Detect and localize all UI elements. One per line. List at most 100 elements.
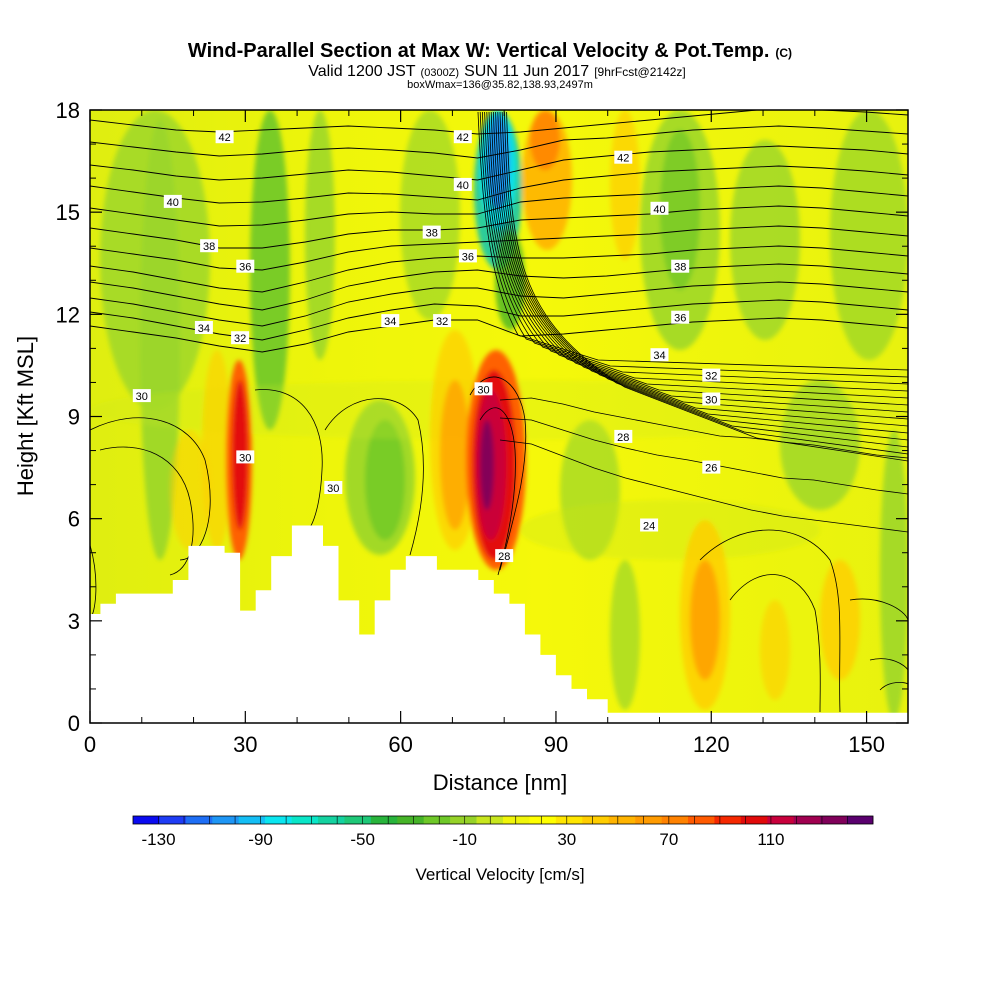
colorbar-swatch xyxy=(661,816,689,824)
velocity-shading xyxy=(880,430,908,720)
contour-label-text: 36 xyxy=(462,251,474,263)
contour-label: 30 xyxy=(702,392,721,407)
velocity-shading xyxy=(610,110,640,260)
theta-contour xyxy=(499,439,908,533)
contour-label-text: 34 xyxy=(384,316,396,328)
colorbar-swatch xyxy=(370,816,398,824)
theta-contour xyxy=(490,111,908,413)
contour-label-text: 40 xyxy=(653,204,665,216)
y-tick-label: 3 xyxy=(68,609,80,634)
velocity-shading xyxy=(305,110,335,360)
plot-area xyxy=(90,110,908,723)
theta-contour xyxy=(493,111,908,420)
chart-subtitle-2: boxWmax=136@35.82,138.93,2497m xyxy=(407,79,593,91)
theta-contour xyxy=(506,111,908,462)
contour-label: 32 xyxy=(702,368,721,383)
colorbar-swatch xyxy=(476,816,504,824)
theta-contour xyxy=(484,111,908,392)
colorbar-label: Vertical Velocity [cm/s] xyxy=(415,865,584,884)
theta-contour xyxy=(479,111,908,378)
x-tick-label: 150 xyxy=(848,732,885,757)
theta-contour xyxy=(90,225,908,271)
theta-contour xyxy=(879,681,908,691)
y-tick-label: 6 xyxy=(68,507,80,532)
contour-label: 34 xyxy=(381,314,400,328)
contour-label: 38 xyxy=(200,239,219,253)
y-tick-label: 15 xyxy=(56,200,80,225)
colorbar-swatch xyxy=(608,816,636,824)
velocity-shading xyxy=(440,380,470,530)
x-tick-label: 0 xyxy=(84,732,96,757)
colorbar-frame xyxy=(132,815,874,825)
contour-label-text: 30 xyxy=(705,395,717,407)
contour-label-box xyxy=(458,249,477,263)
contour-label-text: 38 xyxy=(674,262,686,274)
contour-label-text: 28 xyxy=(617,432,629,444)
colorbar-swatch xyxy=(820,816,847,824)
contour-label-box xyxy=(614,150,633,164)
velocity-shading xyxy=(170,430,210,550)
contour-label-text: 34 xyxy=(653,350,665,362)
x-tick-label: 60 xyxy=(388,732,412,757)
theta-contour xyxy=(869,658,908,671)
theta-contour xyxy=(482,111,908,385)
contour-label: 36 xyxy=(236,259,255,274)
colorbar-tick-label: 70 xyxy=(659,830,678,849)
colorbar-swatch xyxy=(423,816,451,824)
contour-label-text: 30 xyxy=(327,483,339,495)
chart-subtitle: Valid 1200 JST (0300Z) SUN 11 Jun 2017 [9hr… xyxy=(308,63,686,80)
theta-contour xyxy=(699,529,841,713)
y-tick-label: 9 xyxy=(68,405,80,430)
contour-label-text: 30 xyxy=(477,384,489,396)
theta-contour xyxy=(497,111,908,434)
theta-contour xyxy=(486,111,908,399)
contour-label: 36 xyxy=(671,310,690,325)
contour-label-layer: 42 42 42 40 40 40 38 38 38 36 36 36 34 34 34 32 32 32 30 30… xyxy=(132,130,721,563)
theta-contour xyxy=(90,125,908,159)
theta-contour xyxy=(90,317,908,353)
colorbar-swatch xyxy=(714,816,742,824)
contour-label: 32 xyxy=(231,331,250,345)
colorbar-swatch xyxy=(318,816,345,824)
contour-label-text: 42 xyxy=(218,132,230,144)
contour-label-box xyxy=(702,368,721,382)
contour-label-box xyxy=(231,331,250,345)
contour-label: 42 xyxy=(453,130,472,144)
theta-contour xyxy=(324,398,424,556)
contour-label-box xyxy=(422,225,441,239)
theta-contour xyxy=(504,111,908,455)
x-tick-label: 90 xyxy=(544,732,568,757)
contour-label-text: 30 xyxy=(136,391,148,403)
contour-label-box xyxy=(702,460,721,474)
velocity-shading xyxy=(140,120,180,560)
contour-label: 42 xyxy=(614,150,633,165)
contour-label-box xyxy=(132,389,151,403)
theta-contour xyxy=(90,145,908,181)
y-axis-label: Height [Kft MSL] xyxy=(13,336,38,496)
contour-label: 30 xyxy=(236,450,255,464)
contour-label-text: 30 xyxy=(239,452,251,464)
contour-label: 42 xyxy=(215,130,234,144)
terrain-mask xyxy=(90,525,908,723)
contour-label-box xyxy=(640,518,659,532)
contour-label-text: 28 xyxy=(498,551,510,563)
contour-label-box xyxy=(614,429,633,443)
contour-label-box xyxy=(194,321,213,334)
contour-label: 30 xyxy=(474,382,493,396)
theta-contour xyxy=(90,544,97,616)
colorbar-tick-label: -10 xyxy=(452,830,477,849)
velocity-shading xyxy=(690,560,720,680)
y-tick-label: 0 xyxy=(68,711,80,736)
theta-contour xyxy=(488,111,908,406)
contour-label-box xyxy=(433,314,452,328)
velocity-shading xyxy=(530,110,560,170)
theta-contour xyxy=(90,165,908,204)
x-axis-label: Distance [nm] xyxy=(433,770,568,795)
contour-label-text: 40 xyxy=(457,180,469,192)
theta-contour xyxy=(479,407,516,576)
colorbar-swatch xyxy=(767,816,795,824)
contour-label-text: 24 xyxy=(643,521,655,533)
theta-contour xyxy=(469,376,527,571)
velocity-shading xyxy=(830,110,908,360)
